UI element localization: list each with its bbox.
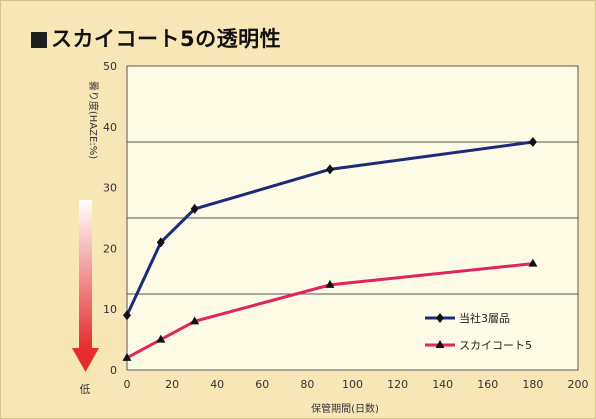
chart-title-text: スカイコート5の透明性 [51,27,282,51]
x-tick-label: 100 [342,378,363,391]
x-tick-label: 140 [432,378,453,391]
low-arrow-head [72,348,99,372]
data-point [190,316,200,325]
y-tick-label: 0 [110,364,117,377]
y-tick-label: 40 [103,121,117,134]
data-point [190,203,199,214]
title-square-icon [31,32,47,48]
data-point [528,258,538,267]
low-label: 低 [80,383,91,396]
legend-marker [436,313,444,323]
y-tick-label: 30 [103,182,117,195]
x-tick-label: 80 [300,378,314,391]
chart-title: スカイコート5の透明性 [31,23,281,53]
x-tick-label: 60 [255,378,269,391]
x-axis-label: 保管期間(日数) [311,402,379,415]
data-point [528,137,537,147]
x-tick-label: 200 [568,378,589,391]
y-tick-label: 20 [103,242,117,255]
y-axis-label: 曇り度(HAZE:%) [87,81,100,159]
legend-marker [435,340,445,348]
legend-label-1: 当社3層品 [459,311,510,325]
data-point [325,279,335,288]
y-tick-label: 10 [103,303,117,316]
data-point [325,164,334,175]
data-point [156,237,165,248]
data-point [122,352,132,361]
x-tick-label: 180 [522,378,543,391]
x-tick-label: 120 [387,378,408,391]
data-point [156,334,166,343]
y-tick-label: 50 [103,60,117,73]
low-arrow-shaft [79,200,92,348]
x-tick-label: 160 [477,378,498,391]
x-tick-label: 40 [210,378,224,391]
x-tick-label: 0 [124,378,131,391]
x-tick-label: 20 [165,378,179,391]
data-point [123,310,131,321]
legend-label-2: スカイコート5 [459,339,532,352]
